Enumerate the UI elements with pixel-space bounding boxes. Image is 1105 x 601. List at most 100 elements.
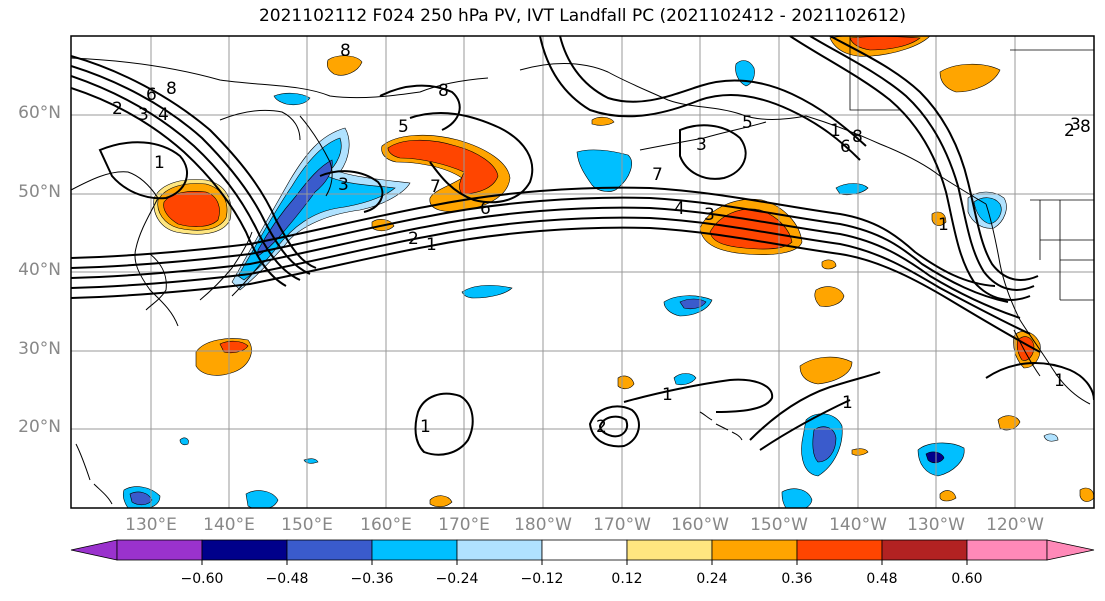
lon-label: 140°W (829, 515, 887, 535)
contour-label: 3 (138, 105, 149, 125)
map-frame (70, 35, 1095, 509)
pv-contour (759, 399, 851, 451)
colorbar-segment (711, 539, 798, 561)
lat-label: 30°N (18, 339, 61, 359)
colorbar-segment (796, 539, 883, 561)
contour-label: 2 (596, 417, 607, 437)
contour-label: 8 (166, 79, 177, 99)
pv-contour (319, 170, 384, 213)
contour-label: 6 (480, 199, 491, 219)
pv-contour (985, 362, 1094, 401)
lon-label: 160°W (671, 515, 729, 535)
okhotsk-coastline (219, 109, 301, 141)
pv-contour (71, 87, 287, 287)
positive-anomaly-region (939, 63, 1001, 93)
negative-anomaly-region (273, 92, 311, 106)
lon-label: 180°W (514, 515, 572, 535)
contour-label: 7 (430, 177, 441, 197)
colorbar-segment (201, 539, 288, 561)
colorbar-tick-label: 0.36 (781, 571, 813, 587)
coastlines (71, 57, 1091, 505)
pv-contour (809, 36, 1035, 291)
contour-label: 1 (830, 121, 841, 141)
pv-contour (71, 216, 1031, 335)
contour-label: 8 (438, 81, 449, 101)
colorbar-tick-label: −0.48 (265, 571, 309, 587)
lon-label: 170°W (593, 515, 651, 535)
colorbar-tick-label: 0.12 (611, 571, 643, 587)
positive-anomaly-region (429, 495, 453, 508)
pv-contours-low (414, 362, 1094, 456)
pv-contour (71, 65, 311, 275)
contour-label: 3 (338, 175, 349, 195)
pv-contour (98, 141, 188, 200)
colorbar-tick-label: 0.60 (951, 571, 983, 587)
positive-anomaly-region (997, 415, 1021, 431)
contour-label: 6 (840, 137, 851, 157)
positive-anomaly-region (163, 191, 220, 227)
lon-label: 120°W (986, 515, 1044, 535)
pv-contour (829, 36, 1039, 281)
colorbar (70, 539, 1095, 565)
contour-label: 3 (1070, 115, 1081, 135)
colorbar-segment (456, 539, 543, 561)
contour-label: 2 (1064, 121, 1075, 141)
contour-label: 4 (158, 105, 169, 125)
colorbar-segment (371, 539, 458, 561)
boundary-line (849, 36, 900, 111)
alaska-coastline (519, 63, 987, 205)
lat-label: 40°N (18, 260, 61, 280)
contour-label: 1 (662, 385, 673, 405)
positive-anomaly-region (326, 55, 363, 76)
contour-label: 1 (154, 153, 165, 173)
colorbar-tick-label: 0.24 (696, 571, 728, 587)
lat-label: 20°N (18, 417, 61, 437)
negative-anomaly-region (245, 490, 279, 508)
lon-label: 150°E (281, 515, 333, 535)
negative-anomaly-region (835, 183, 869, 196)
contour-label: 1 (420, 417, 431, 437)
pv-contour (71, 226, 1041, 353)
colorbar-tick-label: 0.48 (866, 571, 898, 587)
lat-label: 50°N (18, 182, 61, 202)
colorbar-segment (966, 539, 1048, 561)
pv-contour (414, 392, 474, 456)
pv-contour (71, 55, 317, 269)
colorbar-segment (116, 539, 203, 561)
pv-contour (71, 75, 301, 281)
pv-contour (379, 84, 461, 131)
lon-label: 140°E (203, 515, 255, 535)
negative-anomaly-region (303, 458, 319, 464)
contour-label: 8 (1080, 117, 1091, 137)
contour-label: 1 (1054, 371, 1065, 391)
negative-anomaly-region (179, 437, 189, 446)
positive-anomaly-region (851, 448, 869, 456)
boundary-line (1039, 200, 1094, 301)
north-america-coastline (985, 203, 1091, 405)
positive-anomaly-region (1079, 487, 1094, 502)
lon-label: 150°W (750, 515, 808, 535)
lon-label: 160°E (360, 515, 412, 535)
contour-label: 1 (426, 235, 437, 255)
baja-coastline (1013, 329, 1041, 377)
negative-anomaly-region (925, 451, 945, 464)
pv-contours (71, 36, 1041, 353)
positive-anomaly-region (799, 356, 853, 385)
contour-label: 2 (112, 99, 123, 119)
contour-label: 6 (146, 85, 157, 105)
pv-contour (71, 206, 1021, 319)
pv-contour (789, 36, 1031, 301)
siberia-coastline (71, 57, 489, 99)
contour-label: 7 (652, 165, 663, 185)
contour-label: 4 (674, 199, 685, 219)
negative-anomaly-region (781, 488, 813, 508)
contour-label: 1 (842, 393, 853, 413)
contour-label: 2 (408, 229, 419, 249)
negative-anomaly-region (461, 285, 513, 299)
contour-label: 5 (742, 113, 753, 133)
positive-anomaly-region (814, 286, 845, 307)
colorbar-ticks (201, 560, 968, 565)
negative-anomaly-region (812, 426, 837, 463)
contour-label: 3 (704, 205, 715, 225)
